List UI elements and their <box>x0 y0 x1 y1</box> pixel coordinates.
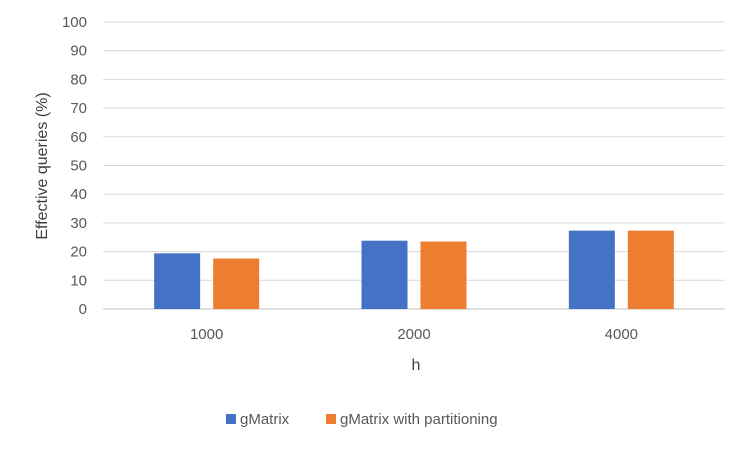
legend: gMatrix gMatrix with partitioning <box>226 411 498 428</box>
y-tick-label: 20 <box>70 244 87 261</box>
y-axis-title: Effective queries (%) <box>34 92 51 239</box>
bar-gmatrix-4000 <box>568 230 615 309</box>
y-tick-label: 80 <box>70 71 87 88</box>
bar-gmatrix-2000 <box>361 240 408 309</box>
y-tick-label: 90 <box>70 43 87 60</box>
legend-label: gMatrix <box>240 411 290 428</box>
y-tick-label: 40 <box>70 186 87 203</box>
y-tick-label: 70 <box>70 100 87 117</box>
x-axis-title: h <box>412 357 421 374</box>
legend-swatch <box>226 414 236 424</box>
x-axis-ticks: 1000 2000 4000 <box>190 326 638 343</box>
y-tick-label: 10 <box>70 272 87 289</box>
x-tick-label: 1000 <box>190 326 223 343</box>
x-tick-label: 4000 <box>605 326 638 343</box>
bar-gmatrix-partitioning-1000 <box>213 258 260 309</box>
bars <box>154 230 674 309</box>
grid-layer <box>103 21 725 310</box>
y-tick-label: 0 <box>79 301 87 318</box>
y-tick-label: 100 <box>62 14 87 31</box>
legend-label: gMatrix with partitioning <box>340 411 498 428</box>
x-tick-label: 2000 <box>397 326 430 343</box>
bar-gmatrix-partitioning-2000 <box>420 241 467 309</box>
y-tick-label: 60 <box>70 129 87 146</box>
bar-gmatrix-partitioning-4000 <box>627 230 674 309</box>
legend-swatch <box>326 414 336 424</box>
bar-gmatrix-1000 <box>154 253 201 309</box>
y-tick-label: 50 <box>70 158 87 175</box>
y-tick-label: 30 <box>70 215 87 232</box>
y-axis-ticks: 0 10 20 30 40 50 60 70 80 90 100 <box>62 14 87 318</box>
